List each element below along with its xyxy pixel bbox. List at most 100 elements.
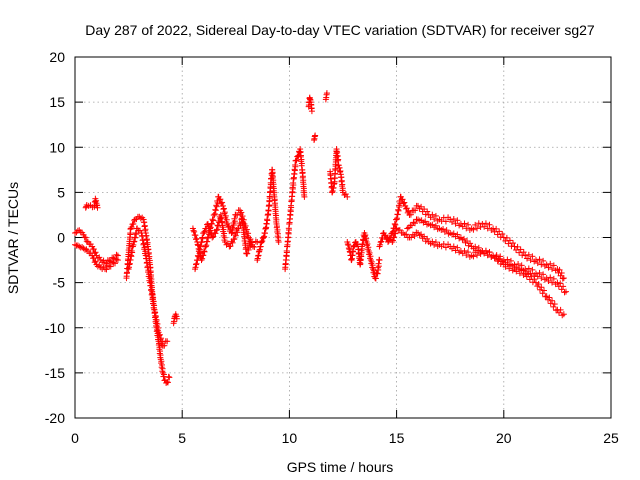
data-point — [323, 90, 330, 97]
data-point — [199, 255, 206, 262]
data-point — [460, 235, 467, 242]
data-point — [450, 230, 457, 237]
x-tick-label: 5 — [178, 430, 186, 446]
data-point — [454, 217, 461, 224]
data-point — [216, 196, 223, 203]
data-point — [290, 182, 297, 189]
data-point — [396, 204, 403, 211]
data-point — [204, 220, 211, 227]
data-point — [550, 275, 557, 282]
data-point — [213, 227, 220, 234]
data-point — [547, 300, 554, 307]
y-tick-label: -5 — [53, 275, 66, 291]
data-point — [245, 246, 252, 253]
data-point — [344, 193, 351, 200]
data-point — [411, 220, 418, 227]
data-point — [486, 249, 493, 256]
data-point — [224, 240, 231, 247]
data-point — [494, 231, 501, 238]
data-point — [247, 243, 254, 250]
data-point — [536, 286, 543, 293]
data-point — [251, 243, 258, 250]
data-point — [240, 227, 247, 234]
data-point — [381, 232, 388, 239]
data-point — [104, 257, 111, 264]
data-point — [499, 230, 506, 237]
data-point — [301, 193, 308, 200]
data-point — [165, 373, 172, 380]
data-point — [493, 225, 500, 232]
data-point — [114, 257, 121, 264]
data-point — [514, 243, 521, 250]
data-point — [547, 260, 554, 267]
data-point — [149, 290, 156, 297]
data-point — [92, 249, 99, 256]
data-point — [378, 238, 385, 245]
data-point — [452, 220, 459, 227]
data-point — [364, 240, 371, 247]
data-point — [556, 266, 563, 273]
y-tick-label: -10 — [45, 320, 65, 336]
data-point — [465, 249, 472, 256]
data-point — [127, 225, 134, 232]
data-point — [541, 287, 547, 294]
data-point — [79, 244, 86, 251]
data-point — [422, 218, 429, 225]
data-point — [536, 256, 543, 263]
x-tick-label: 25 — [603, 430, 619, 446]
data-point — [164, 338, 171, 345]
data-point — [209, 216, 216, 223]
data-point — [549, 279, 556, 286]
data-point — [107, 258, 114, 265]
data-point — [518, 267, 525, 274]
data-point — [532, 279, 539, 286]
data-point — [465, 221, 472, 228]
y-tick-label: 5 — [57, 184, 65, 200]
data-point — [145, 267, 152, 274]
data-point — [503, 234, 510, 241]
data-point — [372, 275, 379, 282]
data-point — [158, 358, 165, 365]
data-point — [403, 205, 410, 212]
data-point — [442, 218, 449, 225]
chart-title: Day 287 of 2022, Sidereal Day-to-day VTE… — [85, 22, 595, 38]
data-point — [368, 258, 375, 265]
data-point — [470, 253, 477, 260]
data-point — [144, 263, 151, 270]
data-point — [461, 247, 468, 254]
data-point — [210, 233, 217, 240]
data-point — [190, 227, 197, 234]
data-point — [463, 252, 470, 259]
data-point — [545, 278, 552, 285]
data-point — [534, 273, 541, 280]
data-point — [148, 286, 155, 293]
data-point — [540, 257, 547, 264]
data-point — [545, 264, 552, 271]
data-point — [82, 234, 89, 241]
data-point — [443, 227, 450, 234]
data-point — [516, 270, 523, 277]
y-tick-label: 10 — [49, 139, 65, 155]
data-point — [90, 255, 97, 262]
data-point — [245, 230, 252, 237]
data-point — [525, 271, 532, 278]
data-point — [499, 258, 506, 265]
data-point — [535, 281, 542, 288]
data-point — [481, 223, 488, 230]
data-point — [288, 204, 295, 211]
data-point — [144, 259, 151, 266]
data-point — [158, 335, 165, 342]
data-point — [143, 236, 150, 243]
data-point — [560, 283, 567, 290]
data-point — [249, 239, 256, 246]
data-point — [225, 223, 232, 230]
data-point — [213, 203, 220, 210]
data-point — [415, 202, 422, 209]
data-point — [404, 225, 411, 232]
data-point — [557, 280, 564, 287]
data-point — [454, 231, 461, 238]
data-point — [403, 205, 410, 212]
data-point — [234, 212, 241, 219]
data-point — [283, 249, 290, 256]
data-point — [238, 209, 245, 216]
